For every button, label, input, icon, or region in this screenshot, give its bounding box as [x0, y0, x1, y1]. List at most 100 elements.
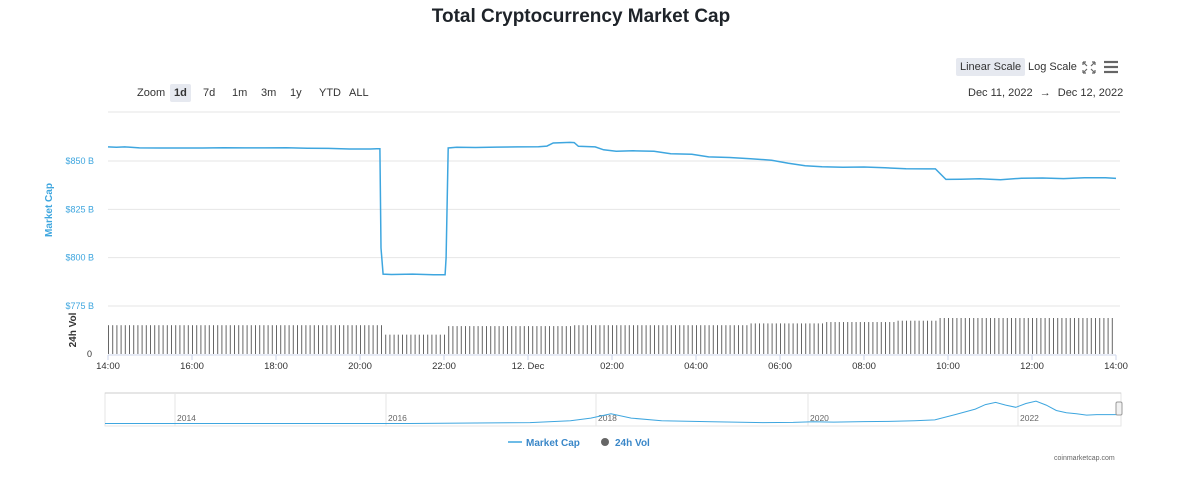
volume-bar: [1002, 318, 1004, 354]
volume-bar: [1086, 318, 1088, 354]
volume-bar: [330, 325, 332, 354]
volume-bar: [158, 325, 160, 354]
x-tick-label: 02:00: [600, 361, 624, 372]
volume-bar: [225, 325, 227, 354]
menu-icon[interactable]: [1104, 60, 1118, 74]
volume-bar: [1032, 318, 1033, 354]
volume-bar: [847, 322, 849, 354]
y-tick-label: $775 B: [65, 301, 94, 311]
volume-bar: [595, 325, 597, 354]
range-to: Dec 12, 2022: [1057, 87, 1124, 99]
volume-bar: [712, 325, 714, 354]
volume-bar: [322, 325, 324, 354]
volume-bar: [259, 325, 261, 354]
volume-bar: [729, 325, 731, 354]
volume-bar: [431, 334, 433, 354]
legend-item-volume[interactable]: 24h Vol: [601, 438, 650, 449]
y-tick-label: $825 B: [65, 204, 94, 214]
volume-bar: [822, 323, 823, 354]
volume-bar: [704, 325, 706, 354]
volume-bar: [486, 326, 487, 354]
volume-bar: [351, 325, 353, 354]
zoom-7d-button[interactable]: 7d: [203, 87, 216, 99]
volume-bar: [166, 325, 168, 354]
volume-bar: [973, 318, 975, 354]
zoom-1m-button[interactable]: 1m: [232, 87, 248, 99]
volume-bar: [326, 325, 328, 354]
x-tick-label: 04:00: [684, 361, 708, 372]
volume-bar: [859, 322, 861, 354]
volume-bar: [444, 334, 445, 354]
zoom-label: Zoom: [137, 87, 166, 99]
volume-bar: [339, 325, 340, 354]
volume-bar: [1078, 318, 1080, 354]
legend-item-market-cap[interactable]: Market Cap: [508, 438, 580, 449]
zoom-1y-button[interactable]: 1y: [290, 87, 302, 99]
volume-bar: [851, 322, 853, 354]
volume-bar: [406, 334, 408, 354]
credits-link[interactable]: coinmarketcap.com: [1054, 455, 1115, 462]
volume-bar: [481, 326, 483, 354]
volume-bar: [154, 325, 156, 354]
volume-bar: [679, 325, 681, 354]
volume-bar: [1019, 318, 1021, 354]
zoom-1d-button[interactable]: 1d: [170, 84, 191, 102]
volume-bar: [637, 325, 639, 354]
volume-bar: [557, 326, 559, 354]
x-tick-label: 20:00: [348, 361, 372, 372]
volume-bar: [813, 323, 815, 354]
volume-bar: [1090, 318, 1092, 354]
volume-bar: [511, 326, 513, 354]
volume-bar: [234, 325, 235, 354]
y-axis-title: Market Cap: [44, 183, 55, 237]
volume-bar: [553, 326, 555, 354]
volume-bar: [460, 326, 462, 354]
volume-bar: [1111, 318, 1113, 354]
fullscreen-icon[interactable]: [1082, 61, 1096, 74]
volume-bar: [759, 323, 760, 354]
zoom-3m-button[interactable]: 3m: [261, 87, 277, 99]
volume-bar: [624, 325, 626, 354]
volume-bar: [276, 325, 277, 354]
volume-bar: [649, 325, 651, 354]
volume-bar: [939, 318, 941, 354]
volume-bar: [960, 318, 962, 354]
volume-bar: [666, 325, 668, 354]
volume-bar: [956, 318, 958, 354]
volume-bar: [1095, 318, 1096, 354]
volume-bar: [746, 325, 748, 354]
volume-bar: [171, 325, 172, 354]
log-scale-button[interactable]: Log Scale: [1028, 61, 1077, 73]
volume-bar: [477, 326, 479, 354]
volume-bar: [872, 322, 874, 354]
volume-bar: [700, 325, 702, 354]
volume-bar: [456, 326, 458, 354]
volume-bar: [1099, 318, 1101, 354]
volume-bar: [519, 326, 521, 354]
volume-bar: [788, 323, 790, 354]
volume-bar: [448, 326, 450, 354]
volume-bar: [372, 325, 374, 354]
volume-bar: [112, 325, 114, 354]
zoom-all-button[interactable]: ALL: [349, 87, 369, 99]
linear-scale-button[interactable]: Linear Scale: [956, 58, 1026, 76]
range-arrow: →: [1039, 87, 1051, 99]
volume-bar: [196, 325, 198, 354]
navigator-year-label: 2014: [177, 413, 196, 423]
volume-bar: [817, 323, 819, 354]
volume-bar: [1040, 318, 1042, 354]
zoom-ytd-button[interactable]: YTD: [319, 87, 341, 99]
volume-bar: [108, 325, 109, 354]
volume-bar: [969, 318, 970, 354]
volume-bar: [410, 334, 412, 354]
volume-bar: [927, 320, 928, 354]
navigator-handle[interactable]: [1115, 401, 1123, 416]
volume-bar: [393, 334, 395, 354]
volume-bar: [242, 325, 244, 354]
volume-bar: [385, 334, 387, 354]
volume-bar: [591, 325, 592, 354]
volume-bar: [381, 325, 382, 354]
volume-bar: [708, 325, 710, 354]
volume-bar: [423, 334, 424, 354]
